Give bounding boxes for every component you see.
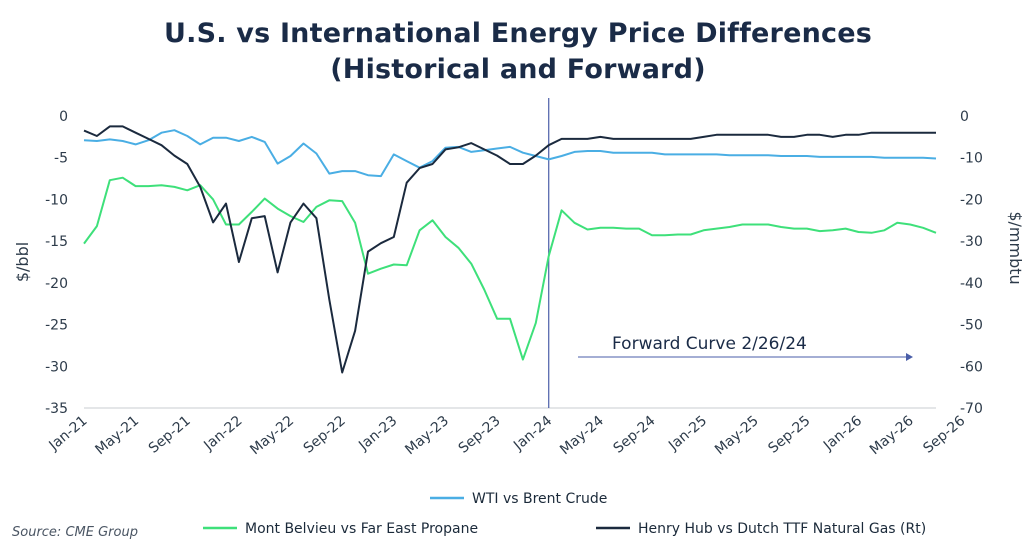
y-tick-label: 0 [59, 109, 68, 125]
x-axis: Jan-21 May-21 Sep-21 Jan-22 May-22 Sep-22 Jan-… [45, 407, 968, 458]
x-tick-label: May-21 [92, 413, 142, 458]
y2-tick-label: -70 [960, 401, 983, 417]
left-axis: 0 -5 -10 -15 -20 -25 -30 -35 [45, 109, 68, 417]
legend-label-1: WTI vs Brent Crude [472, 491, 607, 507]
y-tick-label: -35 [45, 401, 68, 417]
y-tick-label: -10 [45, 192, 68, 208]
x-tick-label: Jan-21 [45, 413, 90, 454]
x-tick-label: May-23 [402, 413, 452, 458]
y2-tick-label: -60 [960, 359, 983, 375]
y2-axis-label: $/mmbtu [1006, 211, 1025, 284]
y-tick-label: -15 [45, 234, 68, 250]
forward-curve-annotation: Forward Curve 2/26/24 [612, 334, 807, 354]
x-tick-label: Sep-23 [456, 413, 504, 457]
x-tick-label: Sep-21 [146, 413, 194, 457]
y-tick-label: -5 [54, 151, 68, 167]
legend: WTI vs Brent Crude Mont Belvieu vs Far Ea… [203, 491, 926, 537]
legend-label-2: Mont Belvieu vs Far East Propane [245, 521, 478, 537]
y-axis-label: $/bbl [13, 242, 32, 282]
legend-label-3: Henry Hub vs Dutch TTF Natural Gas (Rt) [638, 521, 926, 537]
chart-title-line-2: (Historical and Forward) [330, 54, 706, 85]
x-tick-label: Jan-26 [820, 413, 865, 455]
right-axis: 0 -10 -20 -30 -40 -50 -60 -70 [960, 109, 983, 417]
x-tick-label: Jan-22 [200, 413, 245, 454]
x-tick-label: May-24 [557, 413, 607, 458]
y-tick-label: -20 [45, 276, 68, 292]
x-tick-label: Jan-24 [510, 413, 555, 455]
chart-title-line-1: U.S. vs International Energy Price Diffe… [163, 18, 872, 49]
y2-tick-label: -10 [960, 151, 983, 167]
x-tick-label: May-26 [867, 413, 917, 458]
y-tick-label: -30 [45, 359, 68, 375]
x-tick-label: May-25 [712, 413, 762, 458]
x-tick-label: Sep-24 [611, 413, 659, 457]
y2-tick-label: -50 [960, 318, 983, 334]
series-line-2 [83, 176, 937, 361]
x-tick-label: Sep-25 [765, 413, 813, 457]
x-tick-label: Jan-23 [355, 413, 400, 454]
series-line-3 [83, 125, 936, 374]
series-layer [83, 125, 937, 374]
y2-tick-label: 0 [960, 109, 969, 125]
y2-tick-label: -20 [960, 192, 983, 208]
y2-tick-label: -30 [960, 234, 983, 250]
series-line-1 [83, 129, 937, 178]
x-tick-label: Jan-25 [665, 413, 710, 454]
y-tick-label: -25 [45, 318, 68, 334]
x-tick-label: Sep-26 [920, 413, 968, 457]
x-tick-label: Sep-22 [301, 413, 349, 457]
source-note: Source: CME Group [12, 525, 138, 540]
forward-curve-arrow-head [906, 353, 913, 361]
x-tick-label: May-22 [247, 413, 297, 458]
y2-tick-label: -40 [960, 276, 983, 292]
